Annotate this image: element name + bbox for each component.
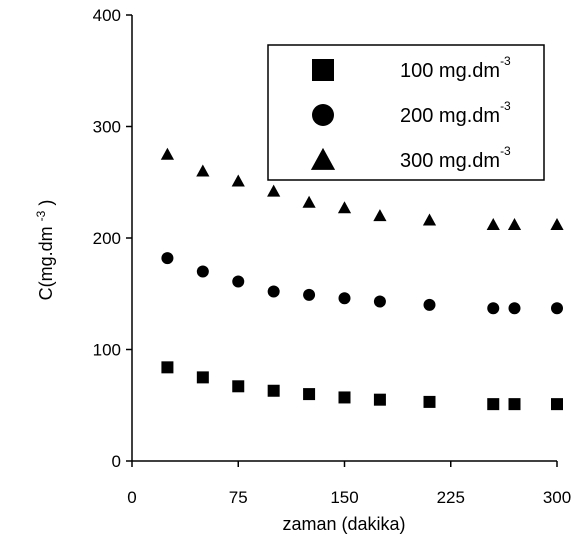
- legend-marker-square: [312, 59, 334, 81]
- data-point-circle: [373, 295, 386, 308]
- x-tick-label: 300: [543, 488, 571, 507]
- series-circle: [161, 252, 563, 315]
- y-tick-label: 100: [93, 341, 121, 360]
- data-point-circle: [267, 285, 280, 298]
- data-point-triangle: [550, 218, 564, 231]
- data-point-circle: [338, 292, 351, 305]
- y-tick-label: 400: [93, 6, 121, 25]
- legend-entry-circle: 200 mg.dm-3: [312, 99, 511, 127]
- legend-marker-circle: [312, 104, 334, 126]
- data-point-triangle: [302, 195, 316, 208]
- legend-label-superscript: -3: [500, 99, 511, 113]
- legend-label-base: 100 mg.dm: [400, 60, 500, 82]
- data-point-square: [423, 395, 436, 408]
- data-point-triangle: [196, 164, 210, 177]
- y-axis-title-close: ): [36, 200, 56, 206]
- legend-entry-triangle: 300 mg.dm-3: [310, 144, 511, 172]
- data-point-triangle: [486, 218, 500, 231]
- data-point-triangle: [337, 201, 352, 214]
- data-point-circle: [508, 302, 521, 315]
- data-point-circle: [487, 302, 500, 315]
- legend-label: 100 mg.dm-3: [400, 54, 511, 82]
- data-point-square: [487, 398, 500, 411]
- legend-label-superscript: -3: [500, 144, 511, 158]
- legend-label-superscript: -3: [500, 54, 511, 68]
- tick-marks: [126, 14, 558, 467]
- legend-label-base: 200 mg.dm: [400, 105, 500, 127]
- legend-label: 300 mg.dm-3: [400, 144, 511, 172]
- x-tick-label: 75: [229, 488, 248, 507]
- data-point-square: [232, 380, 245, 393]
- series-square: [161, 361, 563, 411]
- data-points: [160, 147, 564, 411]
- x-tick-label: 150: [330, 488, 358, 507]
- data-point-triangle: [507, 218, 522, 231]
- y-tick-label: 300: [93, 118, 121, 137]
- data-point-circle: [303, 288, 316, 301]
- data-point-square: [373, 393, 386, 406]
- series-triangle: [160, 147, 564, 231]
- data-point-circle: [196, 265, 209, 278]
- data-point-circle: [161, 252, 174, 265]
- x-axis-title: zaman (dakika): [282, 514, 405, 534]
- data-point-square: [338, 391, 351, 404]
- data-point-square: [303, 388, 316, 401]
- data-point-square: [196, 371, 209, 384]
- data-point-circle: [232, 275, 245, 288]
- y-axis-title-base: C(mg.dm: [36, 226, 56, 300]
- tick-labels: 0 100 200 300 400 0 75 150 225 300: [93, 6, 572, 507]
- x-tick-label: 0: [127, 488, 136, 507]
- y-axis-title-superscript: -3: [34, 210, 48, 221]
- data-point-square: [267, 384, 280, 397]
- data-point-triangle: [267, 184, 281, 197]
- data-point-circle: [551, 302, 563, 315]
- legend-entry-square: 100 mg.dm-3: [312, 54, 511, 82]
- legend-marker-triangle: [310, 147, 336, 170]
- y-tick-label: 0: [112, 452, 121, 471]
- y-tick-label: 200: [93, 229, 121, 248]
- y-axis-title: C(mg.dm -3 ): [29, 200, 56, 301]
- data-point-triangle: [231, 174, 245, 187]
- legend-label-base: 300 mg.dm: [400, 150, 500, 172]
- data-point-circle: [423, 298, 436, 311]
- data-point-triangle: [422, 213, 437, 226]
- data-point-square: [161, 361, 174, 374]
- data-point-triangle: [373, 209, 387, 222]
- x-tick-label: 225: [437, 488, 465, 507]
- data-point-triangle: [160, 147, 175, 160]
- data-point-square: [508, 398, 521, 411]
- legend-label: 200 mg.dm-3: [400, 99, 511, 127]
- data-point-square: [551, 398, 563, 411]
